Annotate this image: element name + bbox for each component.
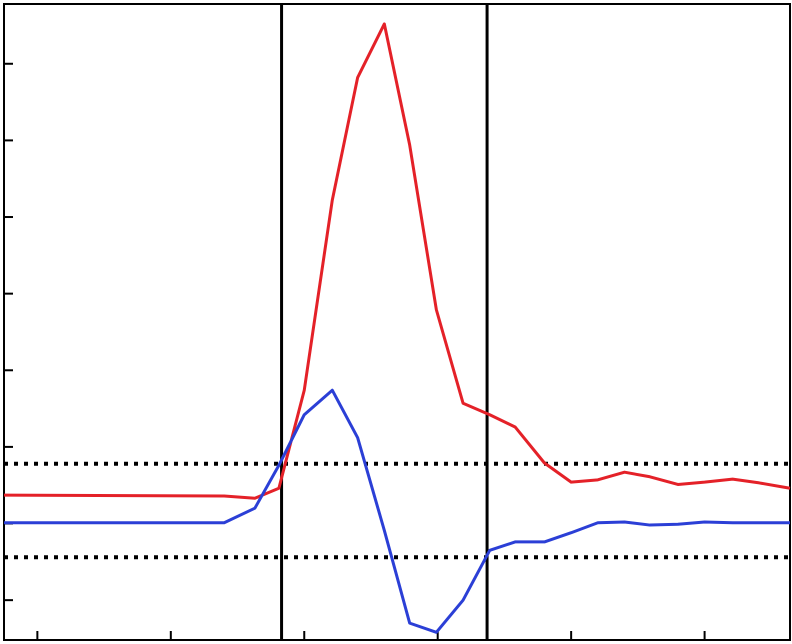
series-line	[3, 22, 791, 500]
plot-frame	[3, 3, 791, 641]
series-line	[4, 388, 790, 634]
